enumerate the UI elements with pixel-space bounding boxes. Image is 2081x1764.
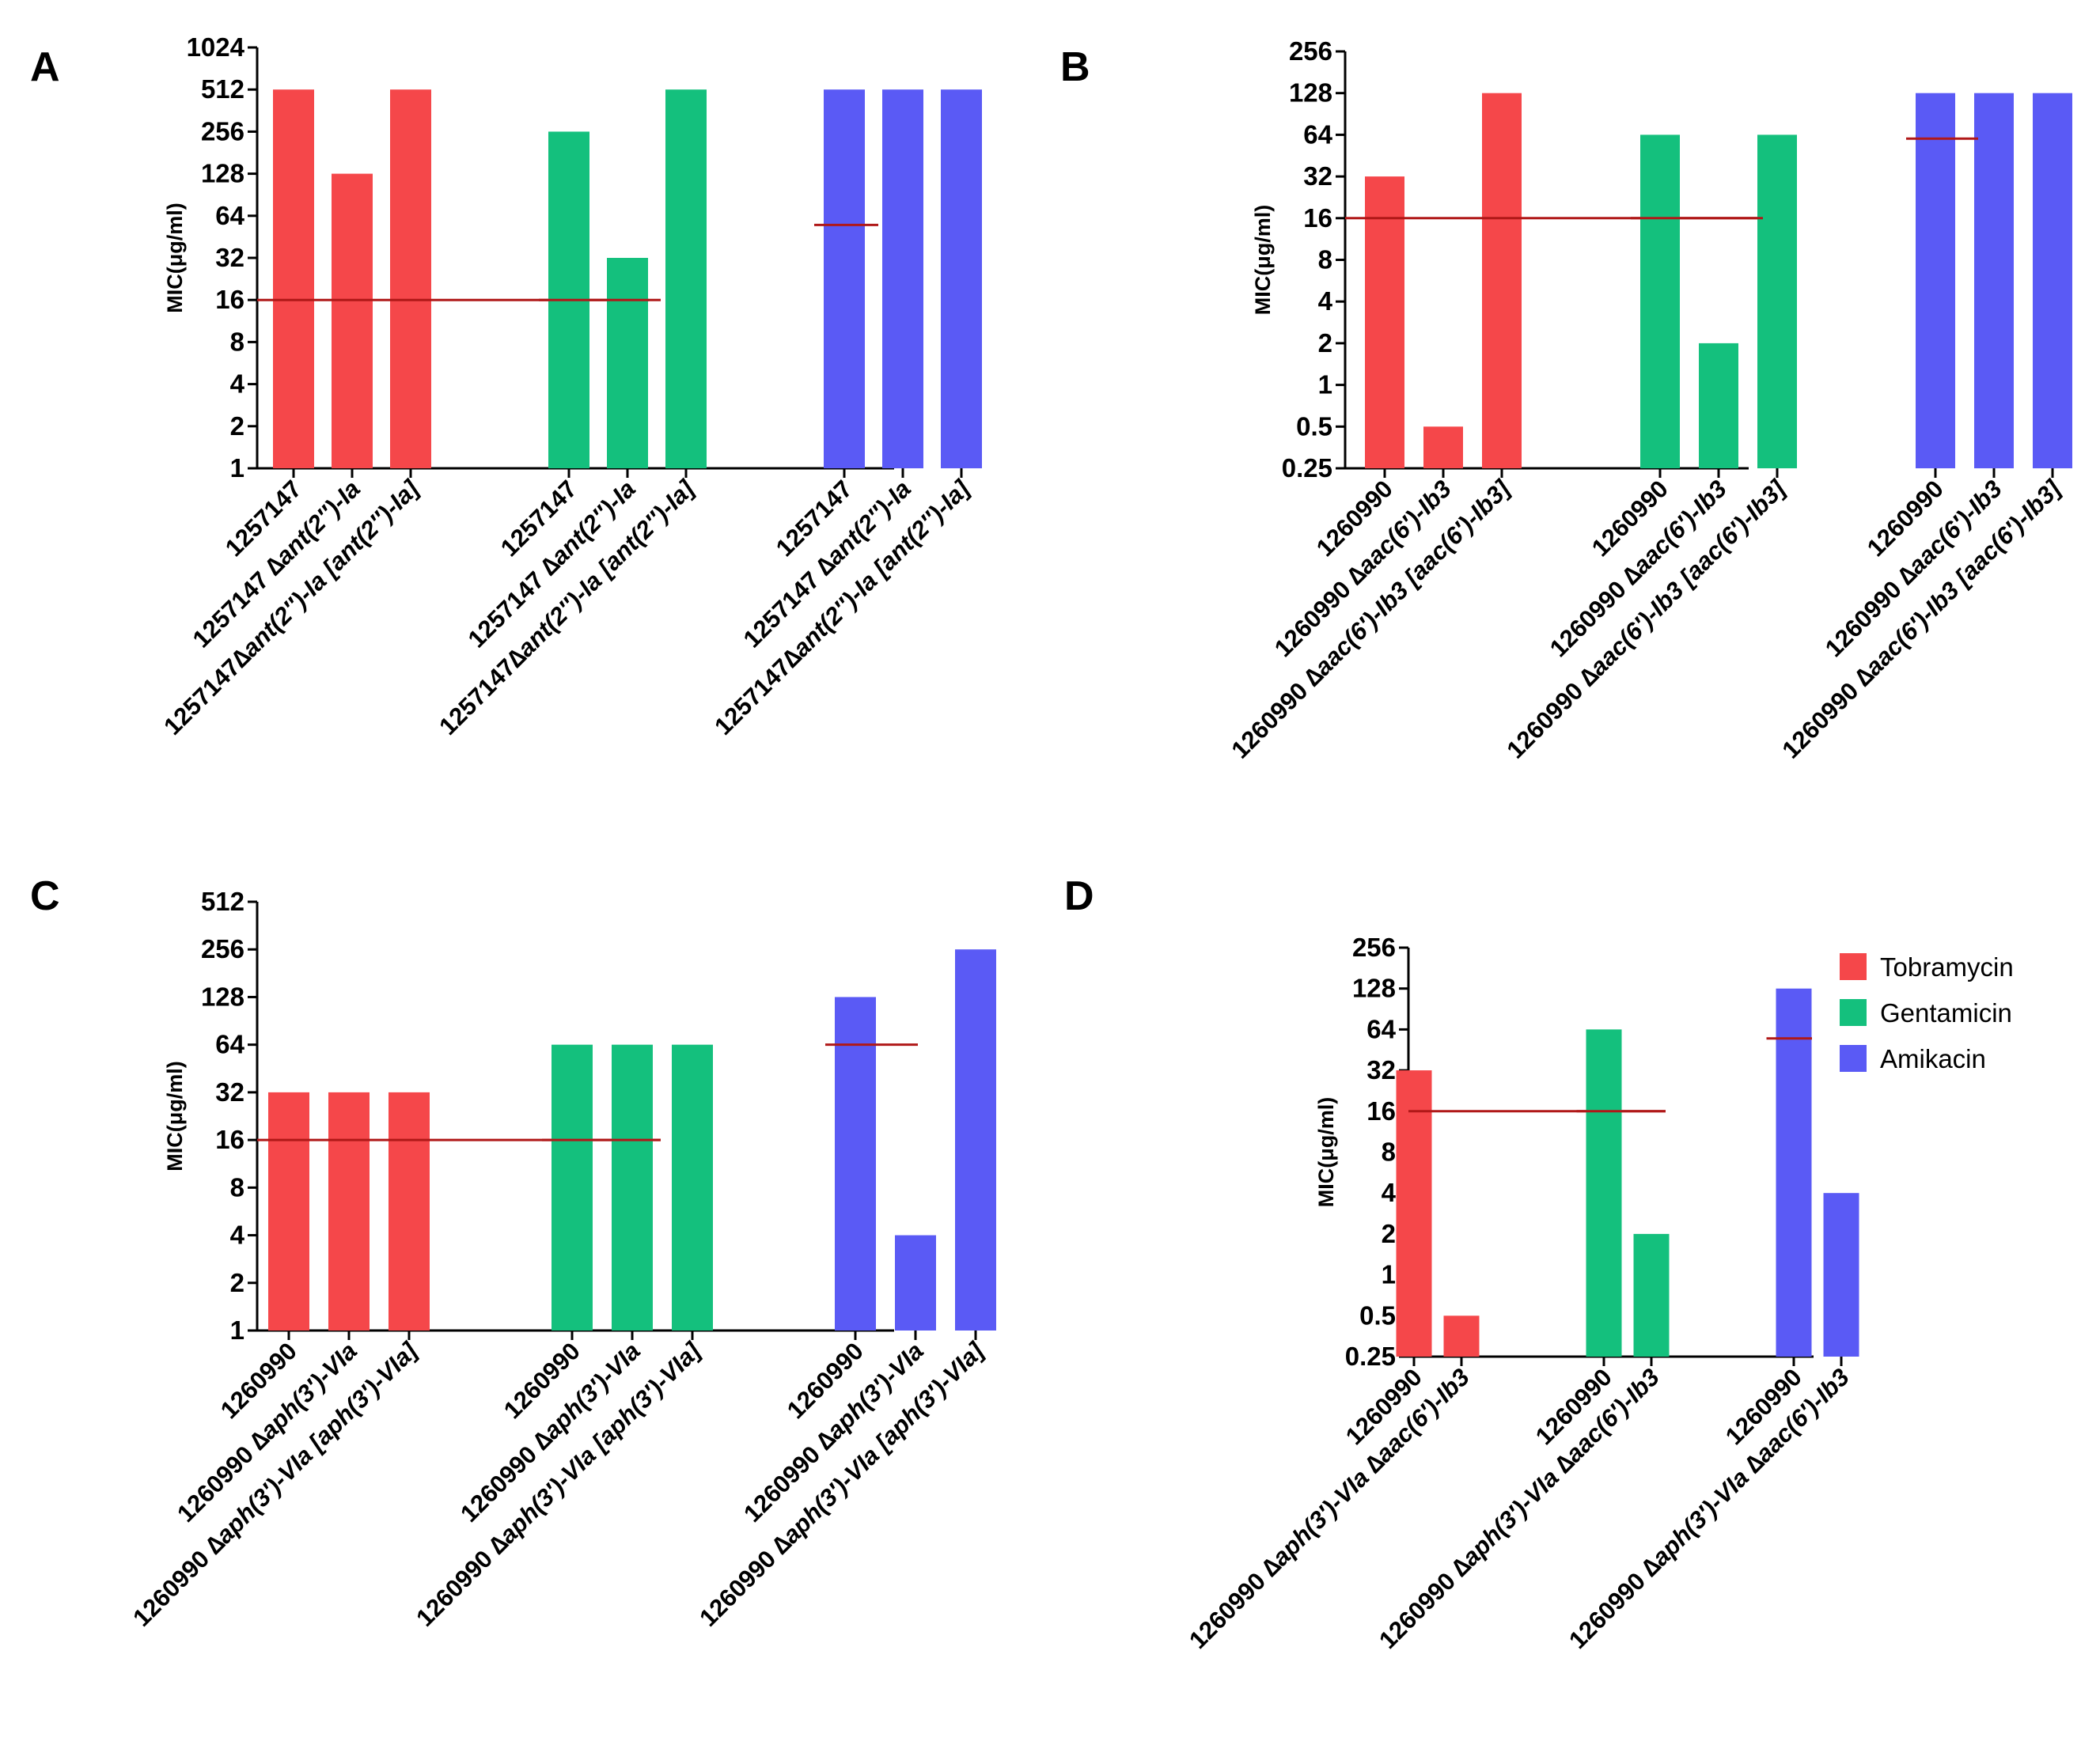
y-tick-label: 64 bbox=[215, 201, 244, 230]
bar-gentamicin bbox=[1757, 134, 1797, 468]
y-tick-label: 64 bbox=[1303, 119, 1332, 149]
y-tick-label: 64 bbox=[215, 1030, 244, 1059]
bar-gentamicin bbox=[607, 258, 648, 468]
y-tick-label: 0.5 bbox=[1359, 1300, 1396, 1330]
legend-label: Amikacin bbox=[1880, 1044, 1986, 1073]
panel-a: A MIC(μg/ml) 1 2 4 8 16 32 64 128 256 512 1024 125714… bbox=[30, 32, 982, 740]
y-tick-label: 32 bbox=[215, 243, 244, 272]
bar-tobramycin bbox=[1443, 1315, 1480, 1357]
bar-amikacin bbox=[1974, 93, 2014, 468]
bar-tobramycin bbox=[332, 173, 373, 468]
y-tick-label: 256 bbox=[201, 934, 244, 963]
panel-letter: C bbox=[30, 873, 60, 919]
bar-tobramycin bbox=[389, 1092, 430, 1331]
y-tick-label: 16 bbox=[1303, 203, 1332, 233]
bar-amikacin bbox=[824, 89, 865, 468]
bar-tobramycin bbox=[268, 1092, 309, 1331]
bar-gentamicin bbox=[1633, 1233, 1670, 1357]
y-tick-label: 4 bbox=[230, 1221, 245, 1250]
x-tick-label: 1257147∆ant(2″)-Ia [ant(2″)-Ia] bbox=[158, 474, 425, 740]
y-tick-label: 4 bbox=[1318, 286, 1333, 316]
y-tick-label: 256 bbox=[1289, 36, 1332, 66]
y-tick-label: 128 bbox=[1352, 974, 1396, 1003]
bar-gentamicin bbox=[1640, 134, 1680, 468]
bar-tobramycin bbox=[1423, 426, 1463, 468]
y-tick-label: 0.25 bbox=[1282, 453, 1332, 483]
bar-amikacin bbox=[1776, 988, 1812, 1357]
y-tick-label: 4 bbox=[230, 369, 245, 399]
y-tick-label: 512 bbox=[201, 887, 244, 916]
bar-tobramycin bbox=[273, 89, 314, 468]
y-tick-label: 1 bbox=[230, 453, 244, 483]
y-tick-label: 8 bbox=[230, 327, 244, 356]
y-tick-label: 2 bbox=[230, 1268, 244, 1297]
bar-amikacin bbox=[1916, 93, 1955, 468]
y-tick-label: 2 bbox=[1318, 328, 1332, 358]
y-tick-label: 1 bbox=[1318, 370, 1332, 399]
bar-amikacin bbox=[941, 89, 982, 468]
bar-tobramycin bbox=[1365, 176, 1404, 468]
y-tick-label: 8 bbox=[1318, 245, 1332, 274]
panel-d: DMIC(μg/ml)0.250.51248163264128256126099… bbox=[1064, 873, 1859, 1654]
bar-gentamicin bbox=[665, 89, 707, 468]
bar-amikacin bbox=[895, 1235, 936, 1331]
y-tick-label: 0.5 bbox=[1296, 411, 1332, 441]
bar-gentamicin bbox=[1586, 1029, 1622, 1357]
bar-amikacin bbox=[835, 997, 876, 1331]
bar-tobramycin bbox=[1482, 93, 1522, 468]
x-tick-label: 1257147∆ant(2″)-Ia [ant(2″)-Ia] bbox=[434, 474, 700, 740]
y-tick-label: 1 bbox=[230, 1315, 244, 1345]
y-axis-label: MIC(μg/ml) bbox=[1251, 205, 1275, 316]
y-tick-label: 16 bbox=[1366, 1096, 1396, 1126]
bar-gentamicin bbox=[612, 1044, 653, 1331]
y-axis-label: MIC(μg/ml) bbox=[1314, 1097, 1338, 1208]
y-tick-label: 0.25 bbox=[1345, 1342, 1396, 1371]
y-tick-label: 512 bbox=[201, 74, 244, 104]
bar-tobramycin bbox=[390, 89, 431, 468]
legend: Tobramycin Gentamicin Amikacin bbox=[1840, 952, 2014, 1073]
y-tick-label: 32 bbox=[1303, 161, 1332, 191]
legend-label: Tobramycin bbox=[1880, 952, 2014, 982]
y-axis-label: MIC(μg/ml) bbox=[163, 203, 187, 313]
y-tick-label: 128 bbox=[1289, 78, 1332, 108]
legend-swatch bbox=[1840, 953, 1867, 980]
y-tick-label: 16 bbox=[215, 285, 244, 314]
bar-amikacin bbox=[955, 949, 996, 1331]
y-tick-label: 8 bbox=[230, 1172, 244, 1202]
y-tick-label: 16 bbox=[215, 1125, 244, 1154]
legend-swatch bbox=[1840, 1045, 1867, 1072]
y-tick-label: 128 bbox=[201, 982, 244, 1011]
bar-tobramycin bbox=[328, 1092, 370, 1331]
y-tick-label: 128 bbox=[201, 159, 244, 188]
y-tick-label: 32 bbox=[1366, 1055, 1396, 1085]
panel-b: BMIC(μg/ml)0.250.51248163264128256126099… bbox=[1060, 36, 2072, 764]
y-tick-label: 1 bbox=[1382, 1260, 1396, 1289]
bar-gentamicin bbox=[1699, 343, 1738, 468]
y-tick-label: 8 bbox=[1382, 1138, 1396, 1167]
y-tick-label: 32 bbox=[215, 1077, 244, 1107]
panel-letter: D bbox=[1064, 873, 1094, 919]
y-tick-label: 256 bbox=[201, 116, 244, 146]
bar-amikacin bbox=[2033, 93, 2072, 468]
y-axis-label: MIC(μg/ml) bbox=[163, 1061, 187, 1172]
bar-gentamicin bbox=[552, 1044, 593, 1331]
y-tick-label: 1024 bbox=[187, 32, 245, 62]
panel-c: CMIC(μg/ml)12481632641282565121260990126… bbox=[30, 873, 996, 1632]
y-tick-label: 256 bbox=[1352, 933, 1396, 962]
bar-amikacin bbox=[1823, 1193, 1859, 1357]
y-tick-label: 64 bbox=[1366, 1014, 1396, 1043]
legend-swatch bbox=[1840, 999, 1867, 1026]
bar-gentamicin bbox=[672, 1044, 713, 1331]
legend-label: Gentamicin bbox=[1880, 998, 2012, 1028]
panel-letter: A bbox=[30, 44, 60, 90]
bar-amikacin bbox=[882, 89, 923, 468]
panel-letter: B bbox=[1060, 44, 1090, 90]
x-tick-label: 1257147∆ant(2″)-Ia [ant(2″)-Ia] bbox=[709, 474, 976, 740]
bar-tobramycin bbox=[1396, 1070, 1432, 1357]
y-tick-label: 2 bbox=[230, 411, 244, 441]
y-tick-label: 2 bbox=[1382, 1219, 1396, 1248]
y-tick-label: 4 bbox=[1382, 1178, 1397, 1207]
